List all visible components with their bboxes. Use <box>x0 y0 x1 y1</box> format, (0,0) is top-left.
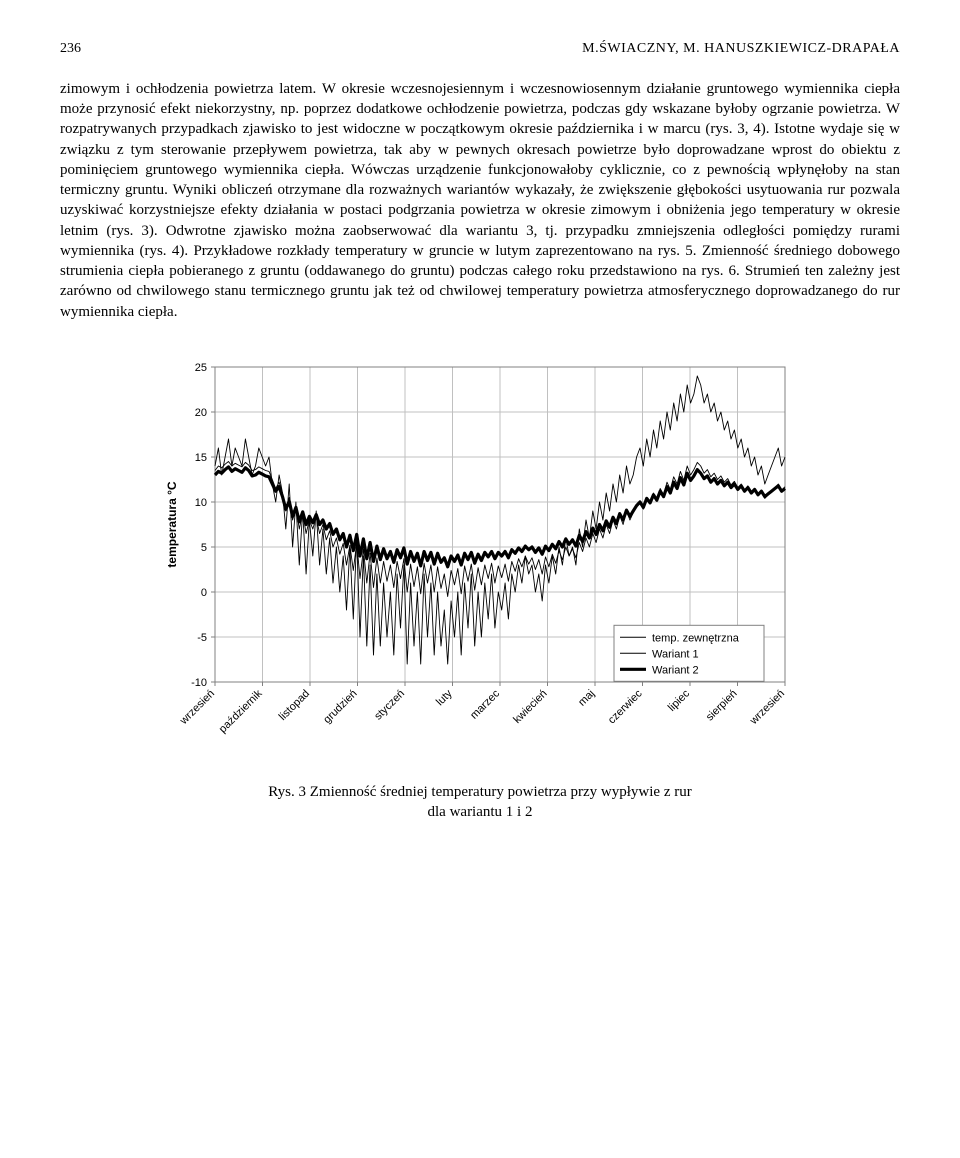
svg-text:20: 20 <box>195 407 207 419</box>
temperature-chart: -10-50510152025wrzesieńpaździerniklistop… <box>160 352 800 772</box>
chart-container: -10-50510152025wrzesieńpaździerniklistop… <box>160 352 800 772</box>
figure-caption: Rys. 3 Zmienność średniej temperatury po… <box>60 782 900 823</box>
svg-text:-10: -10 <box>191 677 207 689</box>
svg-text:kwiecień: kwiecień <box>511 688 549 726</box>
caption-line2: dla wariantu 1 i 2 <box>428 804 533 820</box>
body-paragraph: zimowym i ochłodzenia powietrza latem. W… <box>60 79 900 322</box>
svg-text:maj: maj <box>576 688 597 709</box>
svg-text:sierpień: sierpień <box>704 688 740 724</box>
svg-text:temperatura °C: temperatura °C <box>165 481 179 567</box>
caption-line1: Rys. 3 Zmienność średniej temperatury po… <box>268 784 691 800</box>
svg-text:Wariant 1: Wariant 1 <box>652 648 699 660</box>
svg-text:5: 5 <box>201 542 207 554</box>
authors: M.ŚWIACZNY, M. HANUSZKIEWICZ-DRAPAŁA <box>582 40 900 59</box>
svg-text:luty: luty <box>434 687 455 708</box>
svg-text:15: 15 <box>195 452 207 464</box>
svg-text:grudzień: grudzień <box>321 688 359 726</box>
page-header: 236 M.ŚWIACZNY, M. HANUSZKIEWICZ-DRAPAŁA <box>60 40 900 59</box>
svg-text:październik: październik <box>217 687 265 735</box>
svg-text:listopad: listopad <box>277 688 312 723</box>
svg-text:wrzesień: wrzesień <box>177 688 217 728</box>
svg-text:0: 0 <box>201 587 207 599</box>
svg-text:25: 25 <box>195 362 207 374</box>
svg-text:lipiec: lipiec <box>666 687 693 714</box>
page-number: 236 <box>60 40 81 59</box>
svg-text:czerwiec: czerwiec <box>606 687 645 726</box>
svg-text:10: 10 <box>195 497 207 509</box>
svg-text:marzec: marzec <box>468 687 502 721</box>
svg-text:-5: -5 <box>197 632 207 644</box>
svg-text:Wariant 2: Wariant 2 <box>652 664 699 676</box>
svg-text:styczeń: styczeń <box>372 688 407 723</box>
svg-text:temp. zewnętrzna: temp. zewnętrzna <box>652 632 740 644</box>
svg-text:wrzesień: wrzesień <box>747 688 787 728</box>
